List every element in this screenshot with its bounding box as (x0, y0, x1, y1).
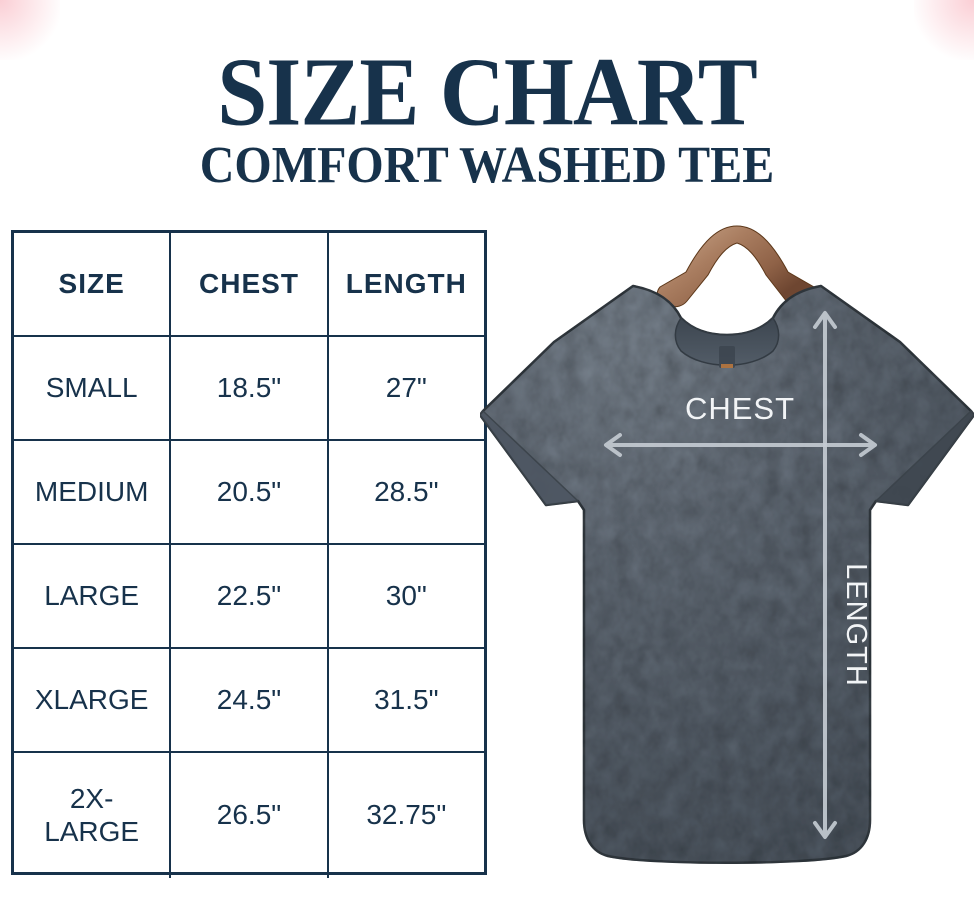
svg-text:CHEST: CHEST (685, 391, 795, 426)
svg-text:LENGTH: LENGTH (840, 563, 872, 687)
